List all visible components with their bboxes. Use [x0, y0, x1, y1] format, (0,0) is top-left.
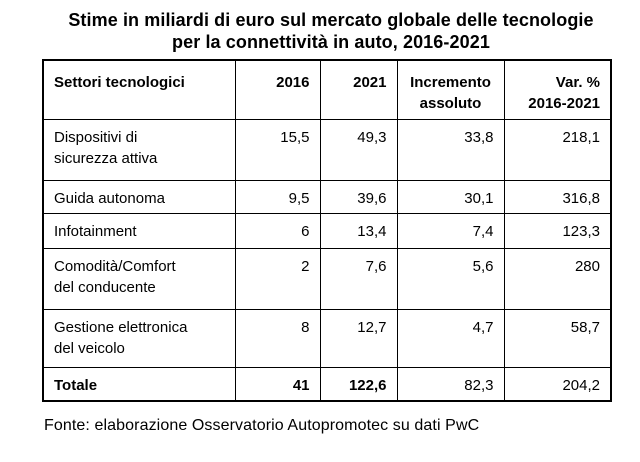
figure-title: Stime in miliardi di euro sul mercato gl… [0, 9, 640, 53]
var-pct-cell: 280 [503, 247, 612, 310]
column-header-incremento-assoluto: Incremento assoluto [396, 59, 505, 120]
table-row-dispositivi-sicurezza: Dispositivi di sicurezza attiva 15,5 49,… [42, 118, 612, 181]
table-row-guida-autonoma: Guida autonoma 9,5 39,6 30,1 316,8 [42, 179, 612, 214]
value-2016-cell: 2 [234, 247, 321, 310]
table-row-totale: Totale 41 122,6 82,3 204,2 [42, 366, 612, 402]
total-2016-cell: 41 [234, 366, 321, 402]
table-row-gestione-elettronica: Gestione elettronica del veicolo 8 12,7 … [42, 308, 612, 368]
value-2016-cell: 6 [234, 212, 321, 249]
total-label-cell: Totale [42, 366, 236, 402]
table-row-infotainment: Infotainment 6 13,4 7,4 123,3 [42, 212, 612, 249]
market-estimates-table: Settori tecnologici 2016 2021 Incremento… [42, 59, 612, 402]
var-pct-cell: 58,7 [503, 308, 612, 368]
increment-cell: 5,6 [396, 247, 505, 310]
sector-cell: Comodità/Comfort del conducente [42, 247, 236, 310]
column-header-2021: 2021 [319, 59, 398, 120]
var-pct-cell: 316,8 [503, 179, 612, 214]
source-attribution: Fonte: elaborazione Osservatorio Autopro… [44, 417, 480, 434]
sector-cell: Dispositivi di sicurezza attiva [42, 118, 236, 181]
value-2016-cell: 8 [234, 308, 321, 368]
column-header-settori-tecnologici: Settori tecnologici [42, 59, 236, 120]
figure-title-line1: Stime in miliardi di euro sul mercato gl… [68, 10, 594, 30]
var-pct-cell: 218,1 [503, 118, 612, 181]
sector-cell: Gestione elettronica del veicolo [42, 308, 236, 368]
column-header-var-pct: Var. % 2016-2021 [503, 59, 612, 120]
value-2016-cell: 9,5 [234, 179, 321, 214]
figure-container: Stime in miliardi di euro sul mercato gl… [0, 9, 640, 434]
increment-cell: 4,7 [396, 308, 505, 368]
column-header-2016: 2016 [234, 59, 321, 120]
total-2021-cell: 122,6 [319, 366, 398, 402]
value-2021-cell: 12,7 [319, 308, 398, 368]
total-increment-cell: 82,3 [396, 366, 505, 402]
value-2021-cell: 49,3 [319, 118, 398, 181]
value-2021-cell: 39,6 [319, 179, 398, 214]
figure-title-line2: per la connettività in auto, 2016-2021 [172, 32, 490, 52]
increment-cell: 33,8 [396, 118, 505, 181]
var-pct-cell: 123,3 [503, 212, 612, 249]
sector-cell: Infotainment [42, 212, 236, 249]
total-var-pct-cell: 204,2 [503, 366, 612, 402]
increment-cell: 7,4 [396, 212, 505, 249]
value-2016-cell: 15,5 [234, 118, 321, 181]
table-row-comodita-comfort: Comodità/Comfort del conducente 2 7,6 5,… [42, 247, 612, 310]
increment-cell: 30,1 [396, 179, 505, 214]
value-2021-cell: 13,4 [319, 212, 398, 249]
table-header-row: Settori tecnologici 2016 2021 Incremento… [42, 59, 612, 120]
value-2021-cell: 7,6 [319, 247, 398, 310]
sector-cell: Guida autonoma [42, 179, 236, 214]
